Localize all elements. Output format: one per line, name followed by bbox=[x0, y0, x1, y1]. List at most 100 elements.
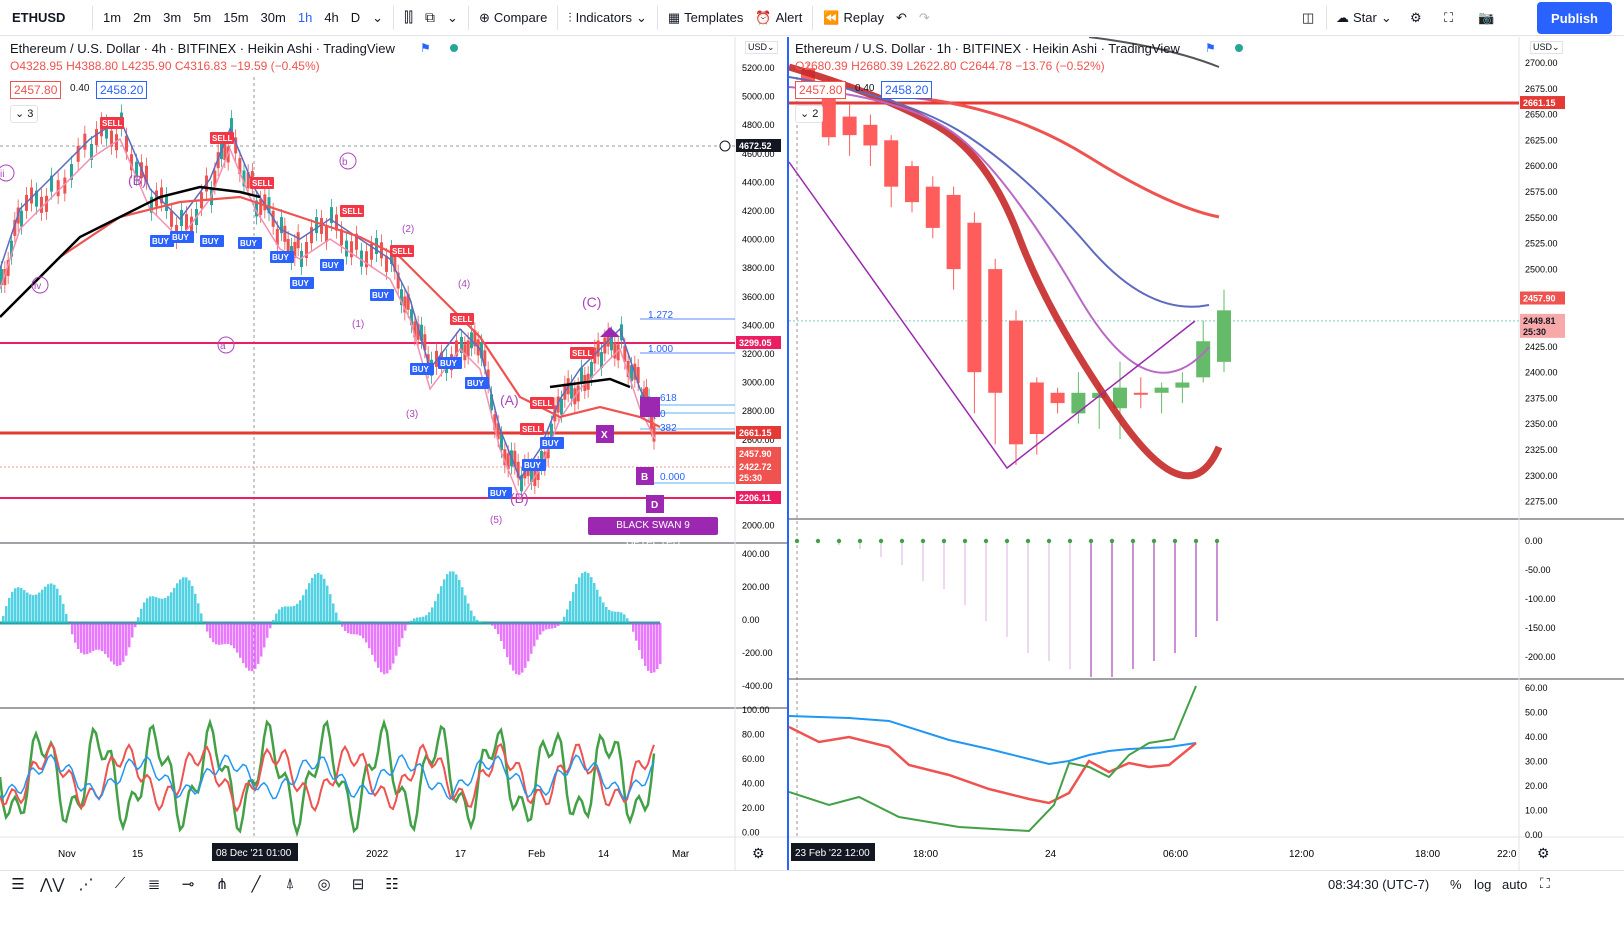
compare-button[interactable]: ⊕ Compare bbox=[473, 10, 553, 26]
interval-5m[interactable]: 5m bbox=[193, 10, 212, 25]
stoch-red bbox=[789, 725, 1197, 805]
auto-toggle[interactable]: auto bbox=[1502, 877, 1528, 892]
interval-1m[interactable]: 1m bbox=[103, 10, 122, 25]
candle bbox=[259, 198, 263, 215]
ruler-icon[interactable]: ⊟ bbox=[351, 876, 365, 893]
interval-30m[interactable]: 30m bbox=[260, 10, 286, 25]
histogram-bar bbox=[281, 607, 284, 623]
interval-4h[interactable]: 4h bbox=[324, 10, 339, 25]
collapse-legend-button[interactable]: ⌄ 2 bbox=[795, 105, 824, 123]
wave-label: a bbox=[220, 341, 226, 352]
fib-icon[interactable]: ≣ bbox=[147, 876, 161, 893]
buy-price-box[interactable]: 2458.20 bbox=[881, 81, 933, 99]
symbol-search[interactable]: ETHUSD bbox=[12, 10, 66, 25]
elliott-icon[interactable]: ⋰ bbox=[78, 876, 94, 893]
log-toggle[interactable]: log bbox=[1474, 877, 1492, 892]
divider bbox=[92, 5, 93, 30]
left-chart[interactable]: 5200.00 5000.00 4800.00 4600.00 4400.00 4200.… bbox=[0, 37, 787, 870]
clock[interactable]: 08:34:30 (UTC-7) bbox=[1328, 877, 1430, 892]
histogram-bar bbox=[335, 612, 338, 623]
candle bbox=[170, 210, 173, 227]
histogram-bar bbox=[359, 623, 362, 636]
histogram-bar bbox=[362, 623, 365, 639]
collapse-legend-button[interactable]: ⌄ 3 bbox=[10, 105, 39, 123]
histogram-bar bbox=[236, 623, 239, 653]
histogram-bar bbox=[185, 577, 188, 623]
currency-selector[interactable]: USD⌄ bbox=[745, 41, 778, 54]
interval-3m[interactable]: 3m bbox=[163, 10, 182, 25]
trend-icon[interactable]: ⟋ bbox=[114, 875, 126, 892]
candle bbox=[350, 241, 353, 258]
replay-button[interactable]: ⏪ Replay bbox=[817, 10, 890, 26]
candle bbox=[393, 255, 397, 272]
settings-gear-icon[interactable]: ⚙ bbox=[752, 845, 765, 861]
line-icon[interactable]: ╱ bbox=[251, 876, 261, 893]
chart-type-dropdown-icon[interactable]: ⌄ bbox=[447, 9, 458, 25]
wave-label: (5) bbox=[490, 515, 502, 526]
histogram-bar bbox=[149, 596, 152, 623]
interval-15m[interactable]: 15m bbox=[223, 10, 249, 25]
sell-price-box[interactable]: 2457.80 bbox=[10, 81, 62, 99]
left-chart-canvas[interactable]: 5200.00 5000.00 4800.00 4600.00 4400.00 4200.… bbox=[0, 37, 787, 870]
settings-gear-icon[interactable]: ⚙ bbox=[1410, 9, 1422, 25]
sell-price-box[interactable]: 2457.80 bbox=[795, 81, 847, 99]
currency-selector[interactable]: USD⌄ bbox=[1530, 41, 1563, 54]
fullscreen-icon[interactable]: ⛶ bbox=[1444, 9, 1454, 25]
menu-icon[interactable]: ☰ bbox=[11, 876, 25, 893]
publish-button[interactable]: Publish bbox=[1537, 2, 1612, 34]
histogram-bar bbox=[404, 623, 407, 631]
pitchfork-icon[interactable]: ⋔ bbox=[215, 876, 229, 893]
histogram-bar bbox=[602, 602, 605, 623]
histogram-bar bbox=[119, 623, 122, 666]
candle bbox=[365, 251, 368, 268]
list-icon[interactable]: ☷ bbox=[385, 876, 399, 893]
signal-badge bbox=[540, 437, 564, 449]
histogram-bar bbox=[80, 623, 83, 653]
ohlc-high: H4388.80 bbox=[66, 59, 119, 73]
indicators-button[interactable]: ⫶ Indicators ⌄ bbox=[562, 10, 653, 26]
ma-red bbox=[908, 95, 1220, 219]
buy-price-box[interactable]: 2458.20 bbox=[96, 81, 148, 99]
histogram-bar bbox=[53, 584, 56, 623]
signal-label: SELL bbox=[102, 119, 123, 128]
spread-value: 0.40 bbox=[70, 83, 90, 94]
fullscreen-icon[interactable]: ⛶ bbox=[1540, 875, 1550, 891]
candle-type-icon[interactable]: ⧉ bbox=[425, 9, 436, 25]
interval-dropdown-icon[interactable]: ⌄ bbox=[372, 9, 384, 25]
camera-icon[interactable]: 📷 bbox=[1478, 9, 1495, 25]
interval-D[interactable]: D bbox=[350, 10, 361, 25]
histogram-bar bbox=[398, 623, 401, 647]
candle bbox=[506, 453, 510, 470]
alert-button[interactable]: ⏰ Alert bbox=[749, 10, 808, 26]
price-tag-label: 25:30 bbox=[1523, 327, 1546, 337]
pattern-icon[interactable]: ⍋ bbox=[285, 875, 295, 892]
signal-badge bbox=[530, 397, 554, 409]
circle-icon[interactable]: ◎ bbox=[317, 876, 331, 893]
percent-toggle[interactable]: % bbox=[1450, 877, 1462, 892]
star-button[interactable]: ☁ Star ⌄ bbox=[1330, 10, 1398, 26]
candle bbox=[0, 269, 3, 285]
divider bbox=[656, 5, 658, 30]
templates-button[interactable]: ▦ Templates bbox=[662, 10, 750, 26]
price-tag bbox=[736, 447, 781, 460]
histogram-dot bbox=[1130, 538, 1136, 544]
histogram-bar bbox=[338, 620, 341, 623]
interval-2m[interactable]: 2m bbox=[133, 10, 152, 25]
histogram-bar bbox=[116, 623, 119, 667]
right-chart[interactable]: 2700.00 2675.00 2650.00 2625.00 2600.00 2575.… bbox=[789, 37, 1624, 870]
signal-label: BUY bbox=[322, 261, 340, 270]
undo-icon[interactable]: ↶ bbox=[895, 9, 907, 25]
wave-icon[interactable]: ⋀⋁ bbox=[40, 876, 65, 893]
bar-style-icon[interactable]: ⫿⫿ bbox=[404, 9, 414, 25]
candle bbox=[30, 187, 33, 204]
price-tag-label: 2206.11 bbox=[739, 493, 771, 503]
right-chart-canvas[interactable]: 2700.00 2675.00 2650.00 2625.00 2600.00 2575.… bbox=[789, 37, 1624, 870]
ray-icon[interactable]: ⊸ bbox=[181, 876, 195, 893]
price-axis-label: 5200.00 bbox=[742, 63, 775, 73]
redo-icon[interactable]: ↷ bbox=[918, 9, 930, 25]
layout-icon[interactable]: ◫ bbox=[1302, 9, 1315, 25]
candle bbox=[275, 228, 279, 245]
histogram-bar bbox=[125, 623, 128, 656]
interval-1h[interactable]: 1h bbox=[297, 10, 313, 25]
settings-gear-icon[interactable]: ⚙ bbox=[1537, 845, 1550, 861]
